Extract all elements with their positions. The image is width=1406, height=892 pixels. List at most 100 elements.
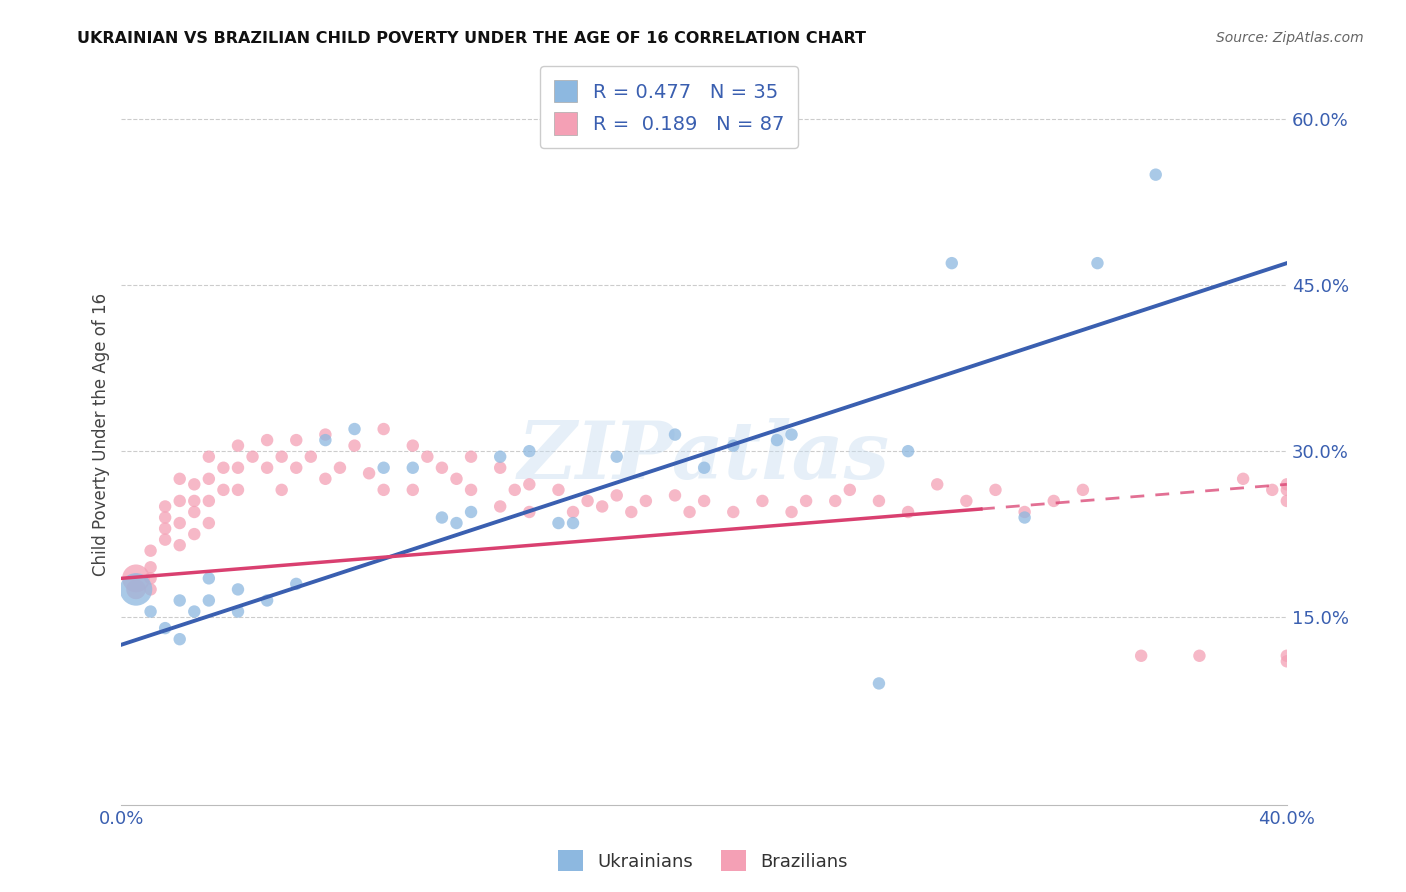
Point [183, 527, 205, 541]
Point [794, 494, 817, 508]
Point [373, 422, 395, 436]
Point [489, 500, 512, 514]
Point [139, 543, 162, 558]
Point [256, 433, 278, 447]
Point [824, 494, 846, 508]
Point [125, 571, 148, 585]
Point [1232, 472, 1254, 486]
Point [153, 510, 176, 524]
Point [780, 505, 803, 519]
Point [242, 450, 264, 464]
Point [1188, 648, 1211, 663]
Point [359, 467, 381, 481]
Point [198, 472, 221, 486]
Point [329, 460, 352, 475]
Point [285, 577, 308, 591]
Point [226, 605, 249, 619]
Point [343, 439, 366, 453]
Point [591, 500, 613, 514]
Point [169, 593, 191, 607]
Point [226, 460, 249, 475]
Point [139, 560, 162, 574]
Point [139, 582, 162, 597]
Point [1042, 494, 1064, 508]
Point [402, 460, 425, 475]
Point [402, 483, 425, 497]
Point [139, 605, 162, 619]
Point [198, 494, 221, 508]
Point [984, 483, 1007, 497]
Text: UKRAINIAN VS BRAZILIAN CHILD POVERTY UNDER THE AGE OF 16 CORRELATION CHART: UKRAINIAN VS BRAZILIAN CHILD POVERTY UND… [77, 31, 866, 46]
Text: ZIPatlas: ZIPatlas [517, 418, 890, 496]
Point [1275, 648, 1298, 663]
Point [270, 483, 292, 497]
Point [430, 510, 453, 524]
Point [198, 571, 221, 585]
Point [299, 450, 322, 464]
Point [693, 460, 716, 475]
Point [927, 477, 949, 491]
Point [153, 500, 176, 514]
Point [1275, 477, 1298, 491]
Text: Source: ZipAtlas.com: Source: ZipAtlas.com [1216, 31, 1364, 45]
Point [125, 582, 148, 597]
Point [226, 439, 249, 453]
Point [270, 450, 292, 464]
Point [1014, 505, 1036, 519]
Point [198, 516, 221, 530]
Point [183, 605, 205, 619]
Point [1087, 256, 1109, 270]
Point [183, 494, 205, 508]
Point [314, 472, 336, 486]
Point [517, 444, 540, 458]
Point [620, 505, 643, 519]
Legend: R = 0.477   N = 35, R =  0.189   N = 87: R = 0.477 N = 35, R = 0.189 N = 87 [540, 66, 799, 148]
Point [576, 494, 599, 508]
Point [693, 494, 716, 508]
Point [868, 676, 890, 690]
Point [723, 505, 745, 519]
Point [125, 582, 148, 597]
Point [489, 460, 512, 475]
Point [678, 505, 700, 519]
Point [169, 472, 191, 486]
Point [153, 621, 176, 635]
Point [1261, 483, 1284, 497]
Point [153, 522, 176, 536]
Point [1275, 483, 1298, 497]
Point [314, 427, 336, 442]
Point [606, 450, 628, 464]
Point [343, 422, 366, 436]
Point [416, 450, 439, 464]
Point [169, 538, 191, 552]
Point [664, 427, 686, 442]
Point [183, 505, 205, 519]
Point [606, 488, 628, 502]
Point [285, 460, 308, 475]
Point [169, 632, 191, 647]
Point [780, 427, 803, 442]
Point [373, 460, 395, 475]
Point [634, 494, 657, 508]
Point [489, 450, 512, 464]
Point [256, 593, 278, 607]
Point [1130, 648, 1153, 663]
Point [1275, 654, 1298, 668]
Point [838, 483, 860, 497]
Point [562, 516, 585, 530]
Point [226, 483, 249, 497]
Point [1014, 510, 1036, 524]
Point [897, 505, 920, 519]
Y-axis label: Child Poverty Under the Age of 16: Child Poverty Under the Age of 16 [93, 293, 110, 576]
Point [198, 450, 221, 464]
Point [446, 472, 468, 486]
Point [430, 460, 453, 475]
Point [198, 593, 221, 607]
Point [723, 439, 745, 453]
Point [256, 460, 278, 475]
Point [1275, 494, 1298, 508]
Point [941, 256, 963, 270]
Point [766, 433, 789, 447]
Point [139, 571, 162, 585]
Point [285, 433, 308, 447]
